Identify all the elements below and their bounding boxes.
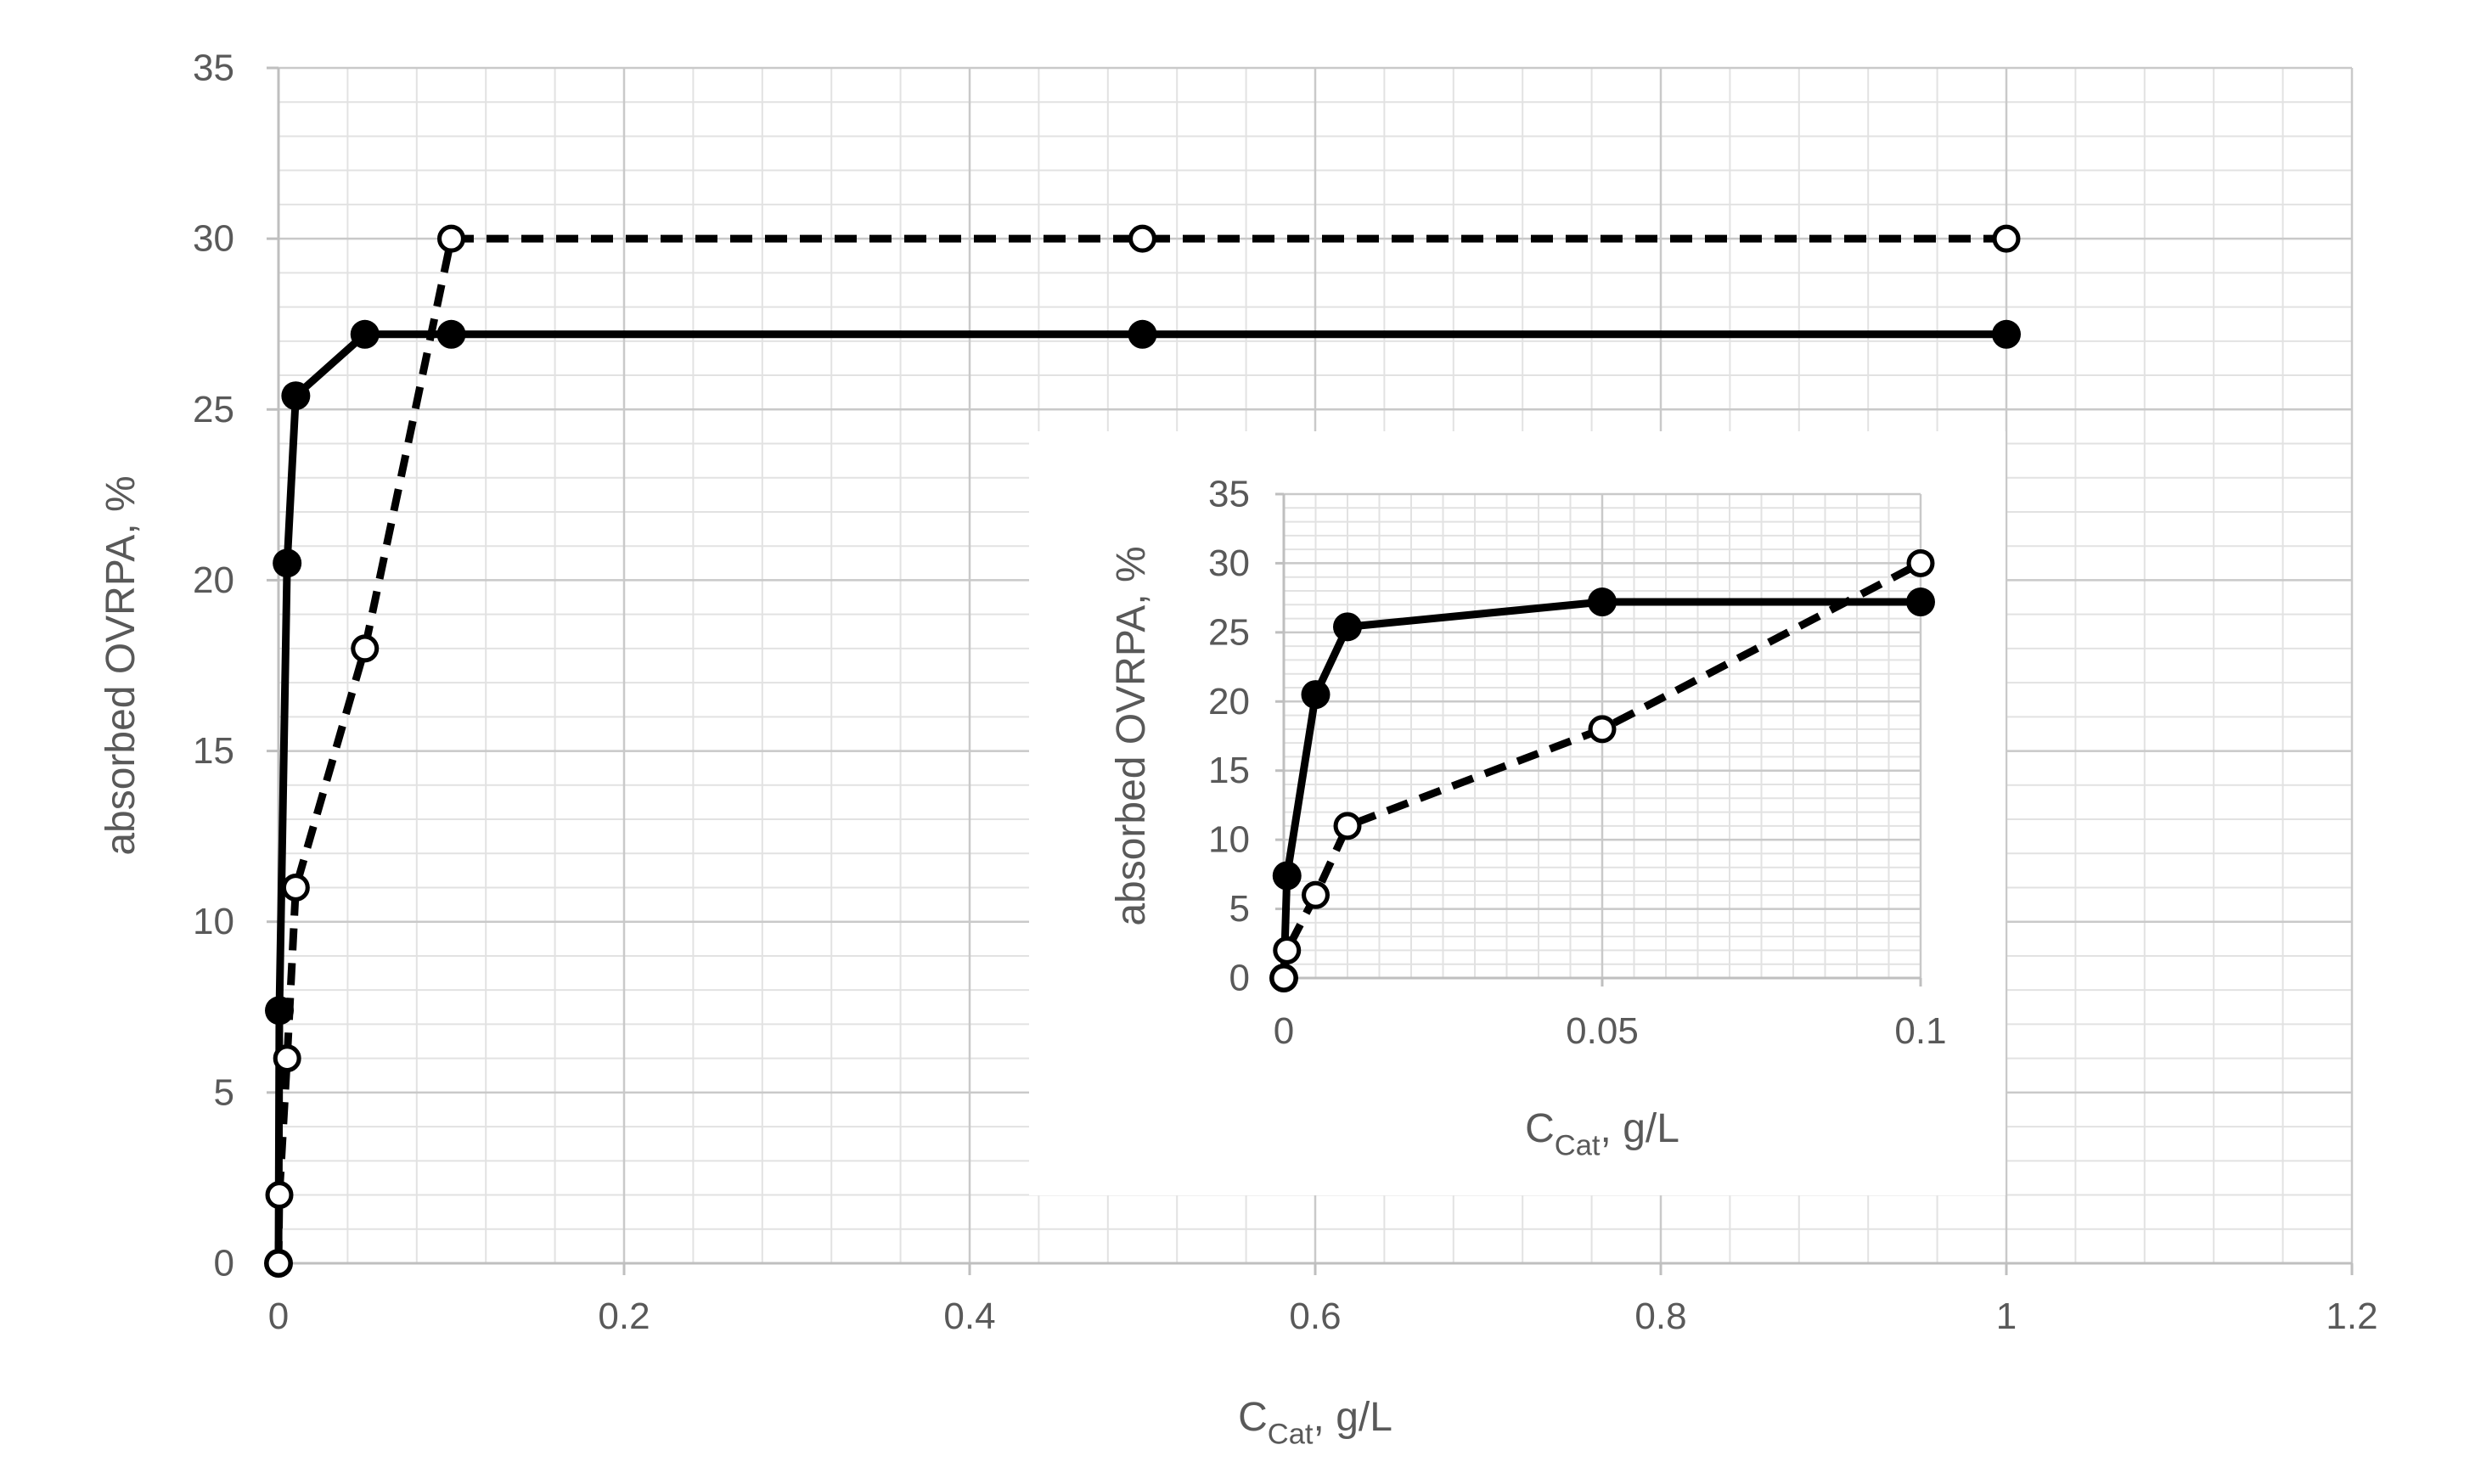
main-y-tick-label: 15: [193, 730, 234, 772]
inset-chart: 0 5 10 15 20 25 30 35 0 0.05 0.1 absorbed OVRPA, % C…: [1029, 431, 2006, 1195]
inset-series-2-line: [1280, 559, 1923, 979]
inset-series-2-point: [1269, 964, 1298, 992]
inset-series-2-point: [1273, 936, 1302, 964]
main-x-tick-label: 0.6: [1289, 1296, 1341, 1337]
main-series-2-point: [1128, 224, 1156, 253]
main-y-tick-label: 5: [214, 1071, 234, 1113]
inset-x-axis-title: CCat, g/L: [1525, 1106, 1679, 1161]
main-y-tick-label: 35: [193, 48, 234, 89]
main-series-1-point: [436, 319, 466, 349]
main-x-tick-label: 0.2: [598, 1296, 650, 1337]
inset-x-axis-title-subscript: Cat: [1555, 1129, 1601, 1161]
main-series-1-point: [1992, 319, 2021, 349]
main-x-axis-title-main: C: [1238, 1395, 1268, 1440]
main-x-tick-label: 0: [268, 1296, 289, 1337]
main-series-2-point: [265, 1181, 294, 1210]
inset-series-1-point: [1272, 861, 1302, 891]
inset-background: [1029, 431, 2006, 1195]
main-series-2-point: [273, 1044, 301, 1073]
main-x-axis-title-unit: , g/L: [1314, 1395, 1392, 1440]
main-y-tick-label: 10: [193, 901, 234, 942]
inset-series-1-line: [1280, 598, 1921, 979]
inset-series-1-point: [1906, 587, 1935, 617]
main-series-2-point: [351, 634, 380, 663]
main-x-tick-label: 1: [1996, 1296, 2017, 1337]
main-series-1-point: [350, 319, 380, 349]
main-x-tick-label: 0.4: [943, 1296, 995, 1337]
main-series-1-point: [273, 548, 302, 578]
inset-x-tick-label: 0: [1274, 1010, 1294, 1052]
inset-y-tick-label: 30: [1208, 542, 1250, 584]
main-series-1-line: [274, 330, 2006, 1264]
inset-series-2-point: [1588, 715, 1617, 744]
inset-y-tick-label: 20: [1208, 681, 1250, 722]
inset-y-tick-label: 25: [1208, 611, 1250, 653]
inset-series-1-point: [1333, 612, 1362, 642]
main-y-tick-label: 25: [193, 389, 234, 430]
main-x-axis-title-subscript: Cat: [1268, 1418, 1314, 1450]
inset-x-tick-label: 0.05: [1566, 1010, 1639, 1052]
inset-series-2-point: [1333, 812, 1362, 840]
inset-x-axis-title-main: C: [1525, 1106, 1555, 1151]
inset-y-tick-label: 0: [1229, 958, 1250, 999]
inset-x-axis-title-unit: , g/L: [1601, 1106, 1679, 1151]
main-series-2-point: [281, 873, 310, 902]
main-series-2-point: [264, 1249, 293, 1278]
main-y-axis-title: absorbed OVRPA, %: [98, 475, 143, 855]
main-series-1-point: [1128, 319, 1157, 349]
main-series-2-point: [1992, 224, 2021, 253]
inset-series-1-point: [1301, 680, 1331, 710]
main-y-tick-label: 30: [193, 218, 234, 260]
inset-y-tick-label: 15: [1208, 750, 1250, 791]
main-series-2-point: [437, 224, 465, 253]
inset-y-tick-label: 5: [1229, 888, 1250, 930]
main-x-tick-label: 0.8: [1634, 1296, 1686, 1337]
inset-y-axis-title: absorbed OVRPA, %: [1109, 546, 1154, 925]
inset-y-tick-label: 35: [1208, 474, 1250, 515]
main-x-axis-title: CCat, g/L: [1238, 1395, 1392, 1450]
main-series-1-point: [281, 381, 311, 411]
inset-series-1-point: [1588, 587, 1617, 617]
main-y-tick-label: 20: [193, 559, 234, 601]
inset-y-tick-label: 10: [1208, 819, 1250, 861]
inset-series-2-point: [1302, 880, 1330, 909]
main-y-tick-label: 0: [214, 1243, 234, 1284]
main-x-tick-label: 1.2: [2326, 1296, 2377, 1337]
inset-series-2-point: [1906, 548, 1935, 577]
main-series-2-line: [274, 234, 2006, 1264]
inset-x-tick-label: 0.1: [1894, 1010, 1946, 1052]
